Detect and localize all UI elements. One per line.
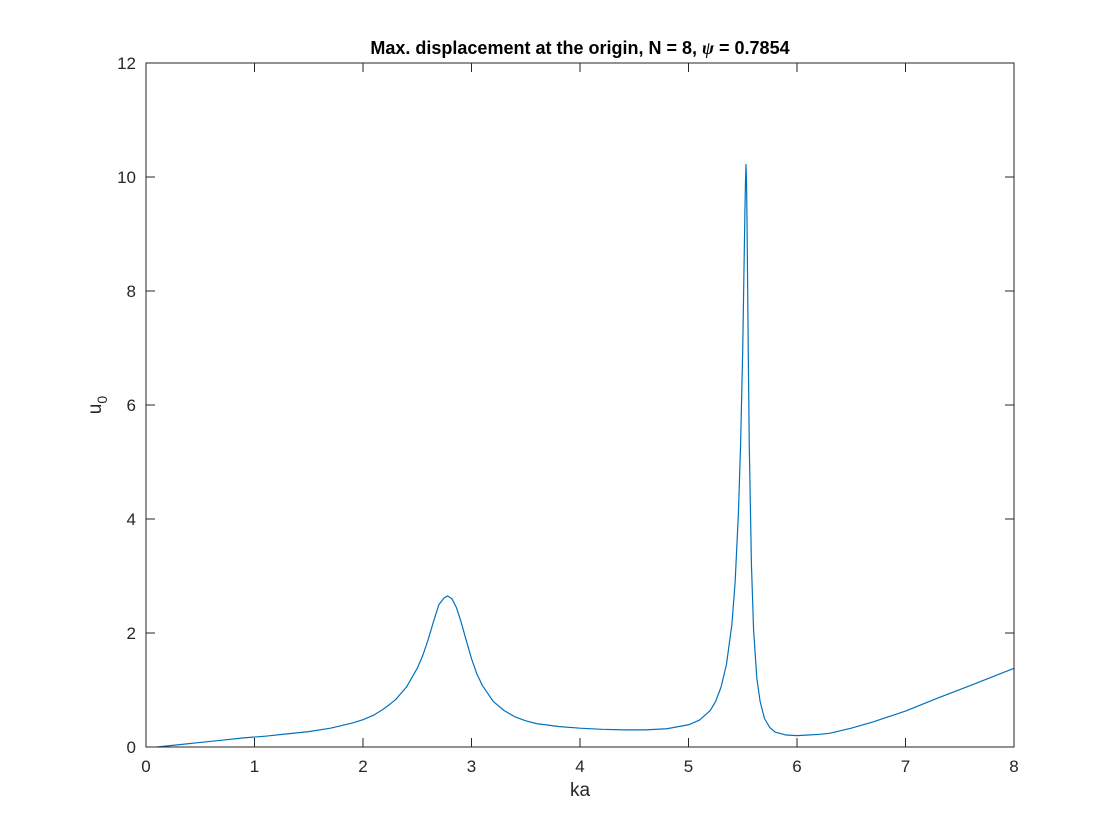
- series-layer: [156, 163, 1015, 748]
- y-axis-label: u0: [85, 396, 110, 415]
- x-tick-label: 4: [575, 757, 584, 776]
- y-tick-label: 8: [127, 282, 136, 301]
- y-axis-label-subscript: 0: [94, 396, 110, 404]
- y-tick-label: 4: [127, 510, 136, 529]
- chart-title: Max. displacement at the origin, N = 8, …: [370, 38, 789, 58]
- axes-background: [146, 63, 1014, 747]
- y-tick-label: 0: [127, 738, 136, 757]
- x-tick-label: 8: [1009, 757, 1018, 776]
- x-axis-label: ka: [570, 780, 591, 801]
- x-tick-label: 6: [792, 757, 801, 776]
- chart-title-psi-symbol: ψ: [702, 38, 715, 58]
- x-tick-label: 7: [901, 757, 910, 776]
- x-tick-label: 2: [358, 757, 367, 776]
- x-tick-label: 5: [684, 757, 693, 776]
- chart-title-prefix: Max. displacement at the origin, N = 8,: [370, 38, 702, 58]
- y-tick-label: 12: [117, 54, 136, 73]
- x-tick-label: 1: [250, 757, 259, 776]
- y-axis-label-base: u: [85, 404, 106, 415]
- y-tick-label: 2: [127, 624, 136, 643]
- y-tick-label: 6: [127, 396, 136, 415]
- x-tick-label: 0: [141, 757, 150, 776]
- y-tick-label: 10: [117, 168, 136, 187]
- series-line-u0: [156, 163, 1015, 748]
- chart-title-suffix: = 0.7854: [714, 38, 790, 58]
- x-tick-label: 3: [467, 757, 476, 776]
